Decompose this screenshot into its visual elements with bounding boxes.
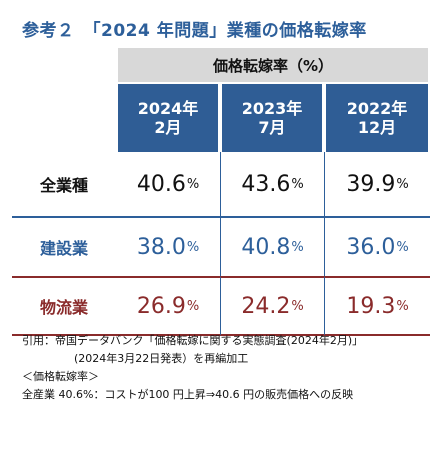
table-cell: 26.9%	[116, 276, 220, 336]
table-cell: 19.3%	[324, 276, 430, 336]
price-pass-through-table: 価格転嫁率（%） 2024年 2月 2023年 7月 2022年 12月 全業種…	[12, 48, 430, 336]
row-label-logistics: 物流業	[12, 276, 116, 336]
citation-line: 引用：帝国データバンク「価格転嫁に関する実態調査(2024年2月)」	[22, 334, 364, 347]
column-header-month: 7月	[258, 118, 286, 137]
column-header-month: 2月	[154, 118, 182, 137]
column-header-year: 2023年	[241, 98, 303, 118]
table-cell: 40.6%	[136, 171, 200, 197]
column-header-2023-jul: 2023年 7月	[220, 82, 324, 152]
row-label-construction: 建設業	[12, 216, 116, 276]
column-header-2024-feb: 2024年 2月	[116, 82, 220, 152]
definition-heading: ＜価格転嫁率＞	[22, 370, 99, 383]
table-cell: 43.6%	[220, 152, 324, 216]
row-label-all-industries: 全業種	[39, 176, 88, 195]
column-header-year: 2024年	[137, 98, 199, 118]
table-cell: 38.0%	[116, 216, 220, 276]
page-title: 参考２ 「2024 年問題」業種の価格転嫁率	[22, 21, 367, 41]
column-header-month: 12月	[357, 118, 397, 137]
table-cell: 40.8%	[220, 216, 324, 276]
table-cell: 24.2%	[220, 276, 324, 336]
footnotes: 引用：帝国データバンク「価格転嫁に関する実態調査(2024年2月)」 (2024…	[22, 332, 363, 404]
column-header-2022-dec: 2022年 12月	[324, 82, 430, 152]
unit-header: 価格転嫁率（%）	[116, 48, 430, 82]
column-header-year: 2022年	[346, 98, 408, 118]
citation-line-continued: (2024年3月22日発表）を再編加工	[74, 352, 249, 365]
table-cell: 36.0%	[324, 216, 430, 276]
definition-text: 全産業 40.6%：コストが100 円上昇⇒40.6 円の販売価格への反映	[22, 388, 354, 401]
table-cell: 39.9%	[324, 152, 430, 216]
